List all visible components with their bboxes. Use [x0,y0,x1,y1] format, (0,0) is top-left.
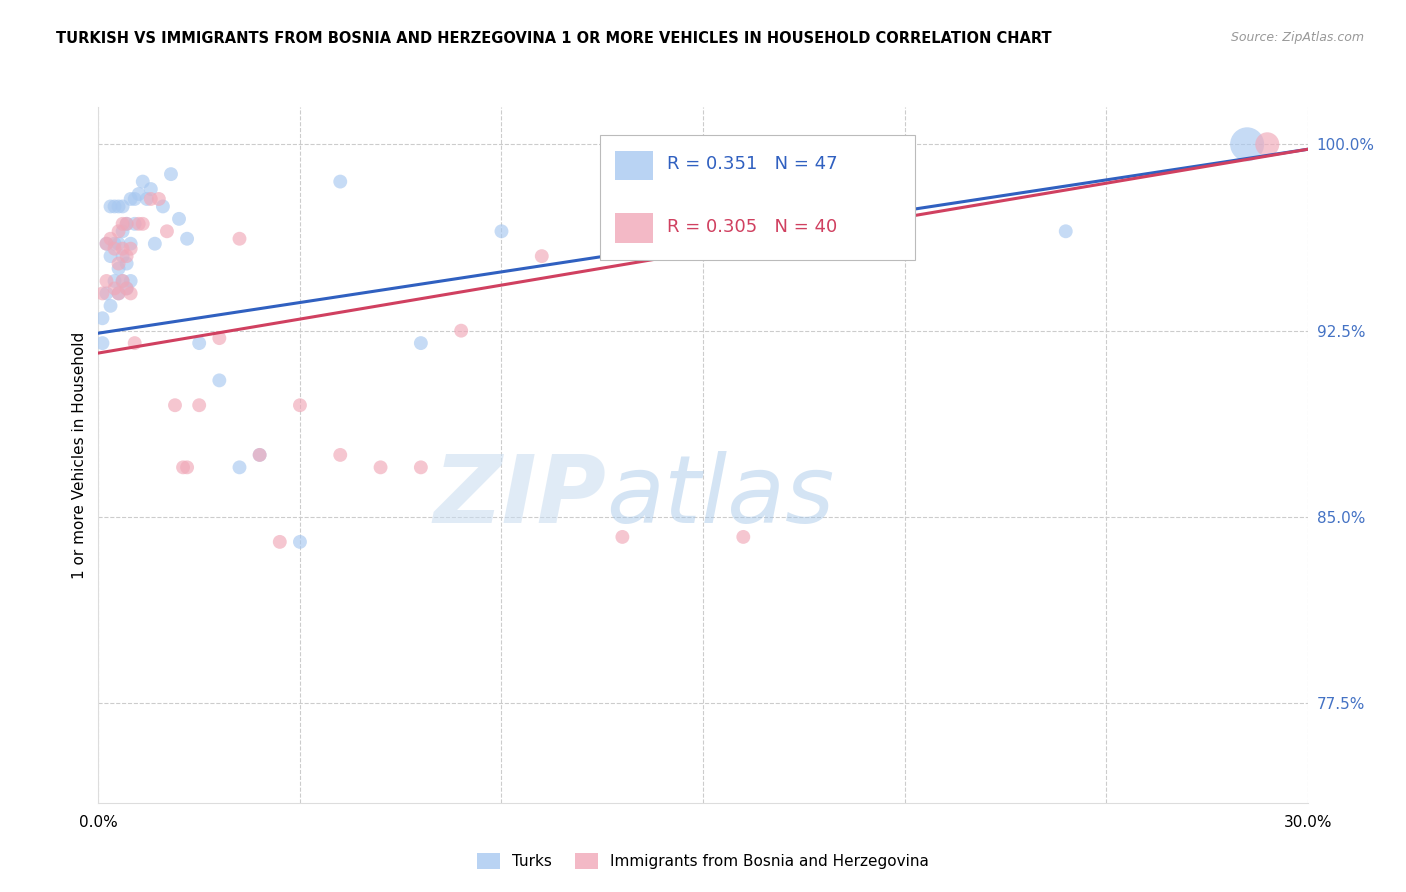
Point [100,299,122,313]
Point [612,530,634,544]
Point [96,236,118,251]
Point [1054,224,1077,238]
Point [111,274,134,288]
Point [120,192,142,206]
Point [115,217,138,231]
Point [111,249,134,263]
Point [228,232,250,246]
Point [188,336,211,351]
Legend: Turks, Immigrants from Bosnia and Herzegovina: Turks, Immigrants from Bosnia and Herzeg… [471,847,935,875]
Point [111,242,134,256]
Point [208,373,231,387]
Y-axis label: 1 or more Vehicles in Household: 1 or more Vehicles in Household [72,331,87,579]
Point [370,460,392,475]
Point [139,182,162,196]
Point [103,274,125,288]
Point [120,286,142,301]
Point [115,249,138,263]
Point [167,211,190,226]
Point [288,534,311,549]
Point [120,236,142,251]
FancyBboxPatch shape [614,213,654,243]
Point [329,448,352,462]
FancyBboxPatch shape [614,151,654,180]
Point [124,192,146,206]
Point [733,530,755,544]
Point [228,460,250,475]
Point [188,398,211,412]
Point [107,256,129,270]
Point [143,236,166,251]
Point [115,281,138,295]
Point [111,199,134,213]
Point [269,534,291,549]
Point [893,217,915,231]
Point [139,192,162,206]
Point [115,217,138,231]
Point [124,217,146,231]
Point [107,286,129,301]
Text: ZIP: ZIP [433,450,606,542]
Point [249,448,271,462]
Point [115,256,138,270]
Point [249,448,271,462]
Point [135,192,157,206]
Point [491,224,513,238]
Point [1256,137,1278,152]
Point [163,398,186,412]
Point [172,460,194,475]
Text: atlas: atlas [606,451,835,542]
Point [111,224,134,238]
Point [103,199,125,213]
Point [176,460,198,475]
Point [160,167,183,181]
Text: R = 0.305   N = 40: R = 0.305 N = 40 [666,218,837,235]
Point [107,199,129,213]
Point [208,331,231,345]
Point [128,186,150,201]
Point [100,232,122,246]
Point [96,274,118,288]
Point [111,274,134,288]
Point [132,175,155,189]
Point [156,224,179,238]
Point [115,281,138,295]
Point [96,286,118,301]
Point [124,336,146,351]
Text: Source: ZipAtlas.com: Source: ZipAtlas.com [1230,31,1364,45]
Point [107,261,129,276]
Point [1236,137,1258,152]
Point [148,192,170,206]
Point [176,232,198,246]
Point [132,217,155,231]
Point [91,311,114,326]
Point [91,286,114,301]
Point [103,281,125,295]
Point [100,249,122,263]
FancyBboxPatch shape [600,135,915,260]
Point [152,199,174,213]
Point [96,236,118,251]
Point [409,336,432,351]
Point [120,274,142,288]
Point [103,242,125,256]
Point [120,242,142,256]
Point [100,199,122,213]
Point [107,224,129,238]
Point [107,236,129,251]
Point [409,460,432,475]
Point [91,336,114,351]
Point [103,236,125,251]
Point [329,175,352,189]
Point [530,249,553,263]
Point [107,286,129,301]
Point [450,324,472,338]
Text: R = 0.351   N = 47: R = 0.351 N = 47 [666,155,838,173]
Point [111,217,134,231]
Text: TURKISH VS IMMIGRANTS FROM BOSNIA AND HERZEGOVINA 1 OR MORE VEHICLES IN HOUSEHOL: TURKISH VS IMMIGRANTS FROM BOSNIA AND HE… [56,31,1052,46]
Point [128,217,150,231]
Point [288,398,311,412]
Point [772,217,794,231]
